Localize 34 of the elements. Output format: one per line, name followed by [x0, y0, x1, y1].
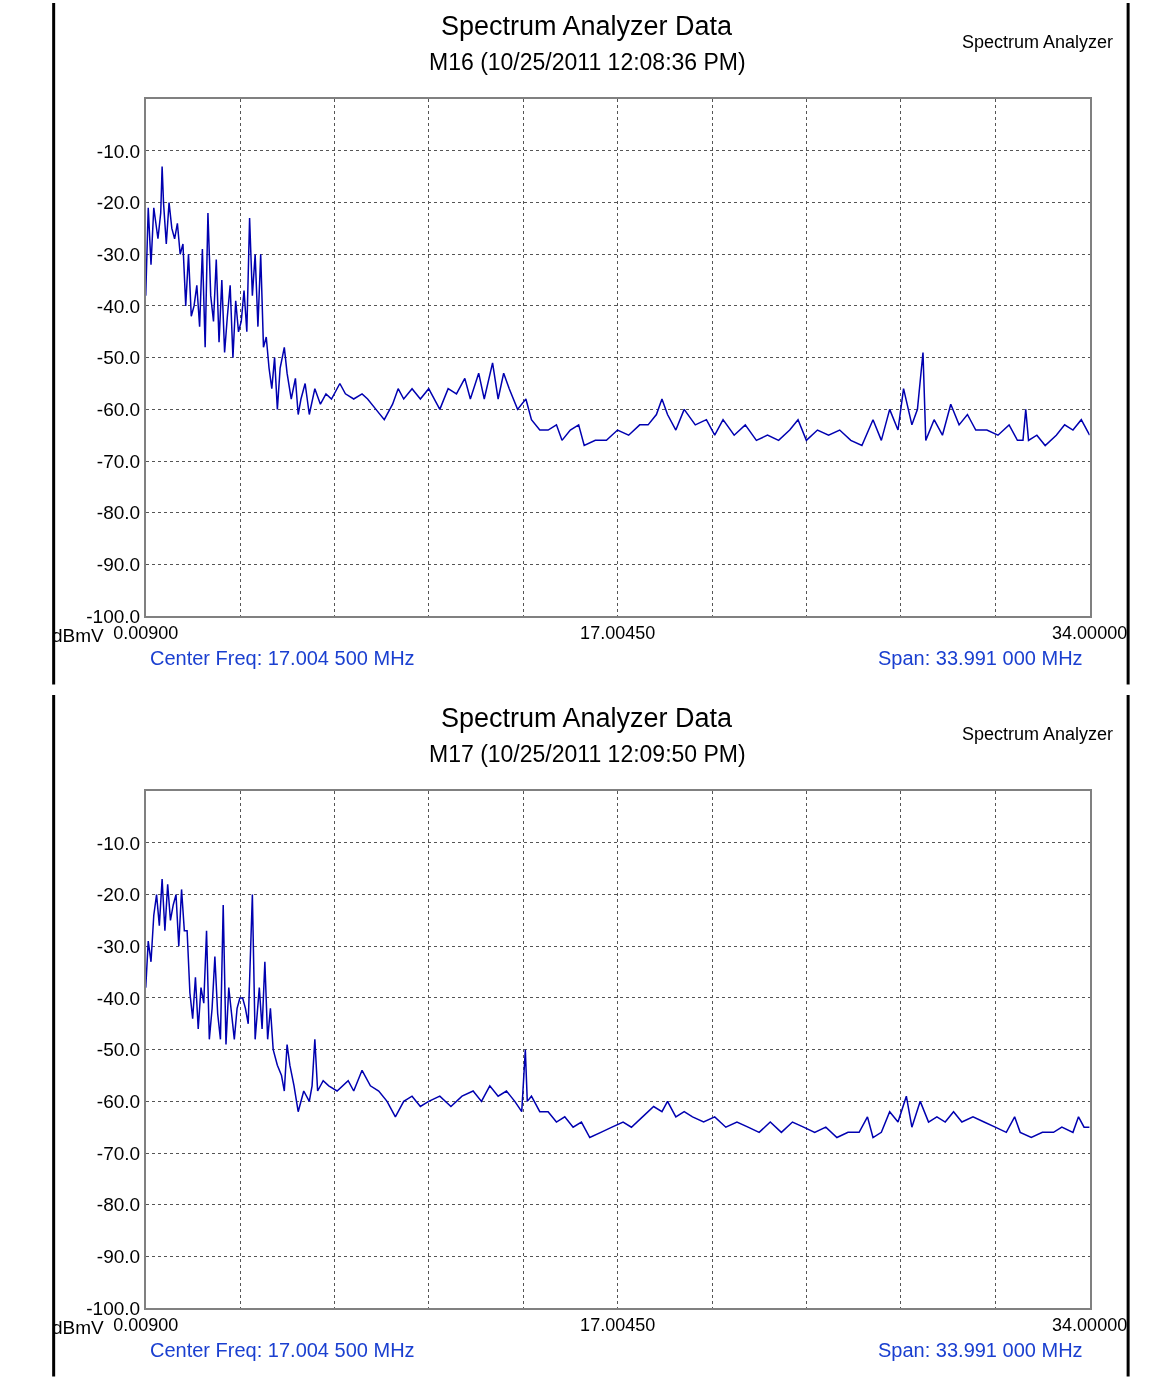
y-tick-label: -70.0	[96, 450, 141, 472]
x-tick-label: 34.00000	[1052, 1315, 1128, 1336]
y-tick-label: -50.0	[96, 1039, 141, 1061]
text: Span: 33.991 000 MHz	[878, 647, 1083, 669]
y-tick-label: -20.0	[96, 192, 141, 214]
text: Span: 33.991 000 MHz	[878, 1339, 1083, 1361]
y-tick-label: -10.0	[96, 140, 141, 162]
y-tick-label: -50.0	[96, 347, 141, 369]
y-tick-label: -60.0	[96, 399, 141, 420]
chart-title: Spectrum Analyzer Data	[441, 11, 734, 41]
line-series	[145, 165, 1090, 447]
x-tick-label: 17.00450	[580, 623, 656, 644]
y-tick-label: -70.0	[96, 1142, 141, 1164]
chart-subtitle: M16 (10/25/2011 12:08:36 PM)	[429, 49, 746, 75]
y-tick-label: -80.0	[96, 1194, 141, 1216]
x-tick-label: 17.00450	[580, 1315, 656, 1336]
y-tick-label: -90.0	[96, 1246, 141, 1268]
y-tick-label: -60.0	[96, 1091, 141, 1112]
x-tick-label: 34.00000	[1052, 623, 1128, 644]
y-tick-label: -30.0	[96, 243, 141, 265]
text: Center Freq: 17.004 500 MHz	[150, 647, 415, 669]
text: Center Freq: 17.004 500 MHz	[150, 1339, 415, 1361]
y-tick-label: -20.0	[96, 884, 141, 906]
y-tick-label: -40.0	[96, 987, 141, 1009]
y-tick-label: -10.0	[96, 832, 141, 854]
y-tick-label: -40.0	[96, 295, 141, 317]
y-tick-label: -80.0	[96, 502, 141, 524]
text: Spectrum Analyzer	[962, 32, 1114, 52]
y-tick-label: -90.0	[96, 554, 141, 576]
y-tick-label: -30.0	[96, 935, 141, 957]
line-series	[145, 878, 1090, 1139]
chart-subtitle: M17 (10/25/2011 12:09:50 PM)	[429, 741, 746, 767]
chart-title: Spectrum Analyzer Data	[441, 703, 734, 733]
text: Spectrum Analyzer	[962, 724, 1114, 744]
